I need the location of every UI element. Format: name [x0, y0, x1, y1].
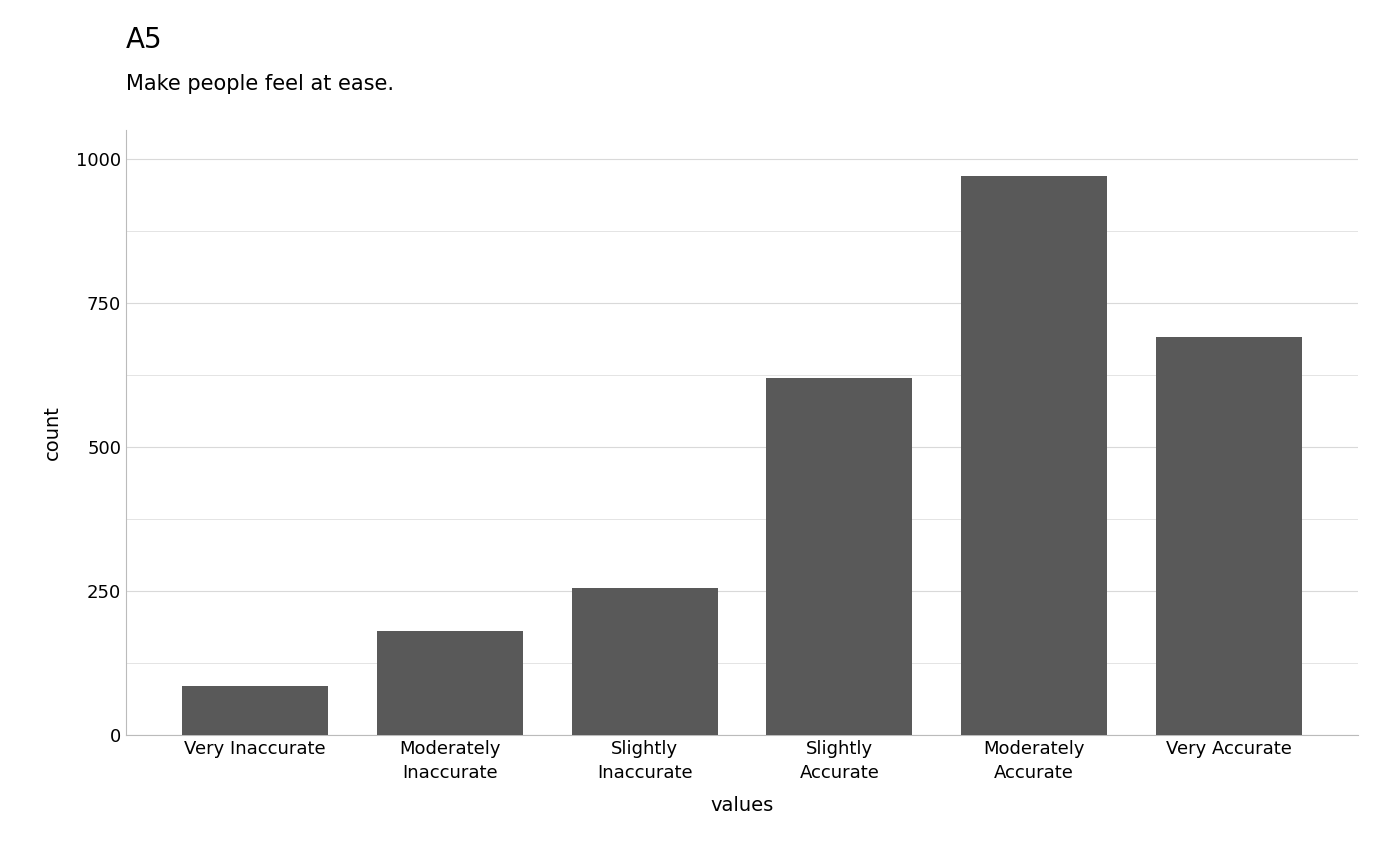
Text: Make people feel at ease.: Make people feel at ease.: [126, 74, 393, 93]
Bar: [1156, 337, 1302, 735]
Bar: [962, 176, 1107, 735]
Text: A5: A5: [126, 26, 162, 54]
X-axis label: values: values: [710, 796, 774, 815]
Y-axis label: count: count: [43, 405, 62, 460]
Bar: [377, 631, 522, 735]
Bar: [571, 588, 718, 735]
Bar: [766, 378, 913, 735]
Bar: [182, 686, 328, 735]
